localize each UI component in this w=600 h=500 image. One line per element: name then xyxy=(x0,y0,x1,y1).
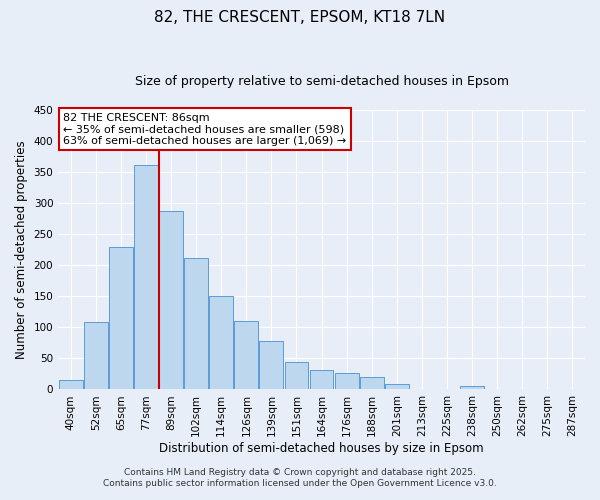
Bar xyxy=(159,211,183,390)
Bar xyxy=(259,341,283,390)
Text: 82 THE CRESCENT: 86sqm
← 35% of semi-detached houses are smaller (598)
63% of se: 82 THE CRESCENT: 86sqm ← 35% of semi-det… xyxy=(64,113,347,146)
Bar xyxy=(84,322,108,390)
Bar xyxy=(184,258,208,390)
X-axis label: Distribution of semi-detached houses by size in Epsom: Distribution of semi-detached houses by … xyxy=(159,442,484,455)
Bar xyxy=(134,164,158,390)
Bar xyxy=(310,370,334,390)
Bar xyxy=(385,384,409,390)
Bar xyxy=(284,362,308,390)
Text: 82, THE CRESCENT, EPSOM, KT18 7LN: 82, THE CRESCENT, EPSOM, KT18 7LN xyxy=(154,10,446,25)
Bar xyxy=(235,320,258,390)
Title: Size of property relative to semi-detached houses in Epsom: Size of property relative to semi-detach… xyxy=(134,75,509,88)
Bar xyxy=(360,377,383,390)
Bar xyxy=(460,386,484,390)
Bar xyxy=(59,380,83,390)
Y-axis label: Number of semi-detached properties: Number of semi-detached properties xyxy=(15,140,28,359)
Text: Contains HM Land Registry data © Crown copyright and database right 2025.
Contai: Contains HM Land Registry data © Crown c… xyxy=(103,468,497,487)
Bar xyxy=(209,296,233,390)
Bar xyxy=(335,372,359,390)
Bar xyxy=(109,246,133,390)
